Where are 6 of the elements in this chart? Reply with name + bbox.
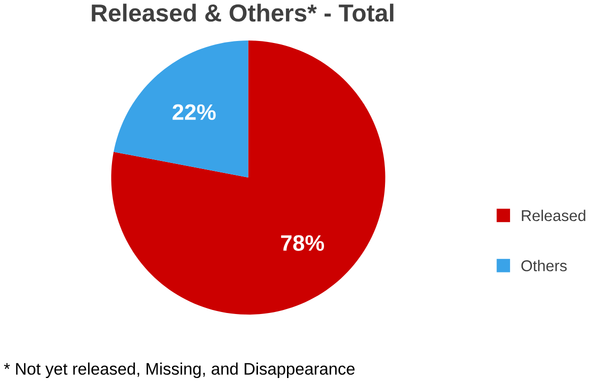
data-label: 22% bbox=[172, 104, 216, 120]
text: * Not yet released, Missing, and Disappearance bbox=[4, 362, 355, 378]
legend-label: Others bbox=[521, 260, 567, 272]
legend-label: Released bbox=[522, 210, 586, 222]
data-label: 78% bbox=[281, 235, 324, 251]
chart-title: Released & Others* - Total bbox=[92, 4, 394, 22]
